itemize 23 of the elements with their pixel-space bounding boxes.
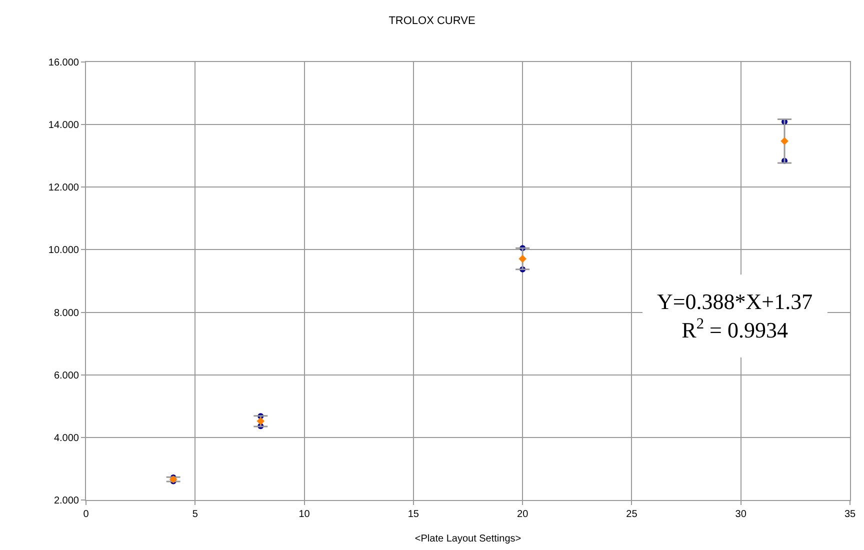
x-tick-label: 15	[408, 509, 420, 520]
x-tick-label: 25	[626, 509, 638, 520]
chart-title: TROLOX CURVE	[388, 15, 476, 28]
y-tick-label: 12.000	[48, 182, 80, 194]
y-tick-label: 16.000	[48, 58, 80, 68]
y-tick-label: 14.000	[48, 120, 80, 132]
x-tick-label: 20	[517, 509, 529, 520]
x-axis-title: <Plate Layout Settings>	[414, 534, 522, 544]
y-tick-label: 6.000	[54, 370, 80, 382]
x-tick-label: 10	[298, 509, 310, 520]
x-tick-label: 35	[844, 509, 856, 520]
annotation: Y=0.388*X+1.37	[657, 289, 813, 314]
x-tick-label: 30	[735, 509, 747, 520]
point	[169, 475, 178, 484]
y-tick-label: 8.000	[54, 308, 80, 319]
y-tick-label: 4.000	[54, 432, 80, 444]
point	[780, 137, 788, 146]
x-tick-label: 0	[83, 509, 90, 520]
point	[518, 254, 526, 263]
y-tick-label: 10.000	[48, 245, 80, 256]
annotation: R$^{2}$ = 0.9934	[682, 315, 788, 343]
x-tick-label: 5	[192, 509, 198, 520]
y-tick-label: 2.000	[54, 496, 80, 506]
